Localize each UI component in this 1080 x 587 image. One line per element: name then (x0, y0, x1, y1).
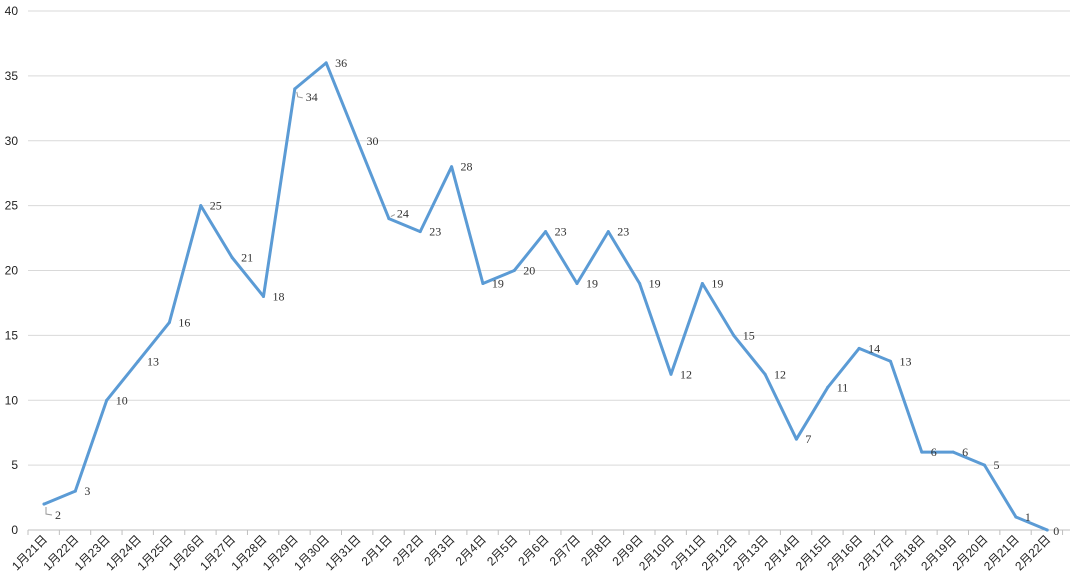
data-label-leader (45, 507, 53, 516)
data-point (1045, 528, 1049, 532)
data-label: 13 (147, 354, 159, 368)
data-label: 11 (837, 380, 849, 394)
data-label: 23 (617, 225, 629, 239)
y-tick-label: 25 (5, 199, 19, 213)
data-label: 28 (461, 160, 473, 174)
y-tick-label: 40 (5, 4, 19, 18)
data-label: 13 (899, 354, 911, 368)
x-tick-label: 2月2日 (390, 532, 426, 568)
data-point (136, 359, 140, 363)
x-tick-label: 2月3日 (421, 532, 457, 568)
x-tick-label: 2月1日 (359, 532, 395, 568)
y-tick-label: 10 (5, 393, 19, 407)
data-point (575, 281, 579, 285)
x-tick-label: 2月10日 (636, 532, 677, 573)
data-point (826, 385, 830, 389)
data-label-leader (390, 214, 396, 218)
data-label: 19 (586, 276, 598, 290)
data-point (669, 372, 673, 376)
data-label: 19 (492, 276, 504, 290)
y-tick-label: 35 (5, 69, 19, 83)
data-label: 12 (680, 367, 692, 381)
data-point (983, 463, 986, 467)
data-label: 0 (1053, 524, 1059, 538)
data-label: 10 (116, 393, 128, 407)
data-point (324, 61, 328, 65)
data-label: 18 (272, 289, 284, 303)
x-tick-label: 2月5日 (484, 532, 520, 568)
data-label: 6 (962, 445, 968, 459)
data-label: 5 (994, 458, 1000, 472)
data-point (951, 450, 955, 454)
y-tick-label: 15 (5, 328, 19, 342)
data-point (73, 489, 77, 493)
y-tick-label: 30 (5, 134, 19, 148)
series-line (42, 61, 1049, 532)
data-point (888, 359, 892, 363)
data-label: 12 (774, 367, 786, 381)
data-point (293, 87, 297, 91)
data-point (763, 372, 767, 376)
data-label: 24 (397, 207, 409, 221)
x-tick-label: 2月4日 (453, 532, 489, 568)
x-tick-label: 2月7日 (547, 532, 583, 568)
data-labels: 2310131625211834363024232819202319231912… (45, 56, 1059, 538)
y-tick-label: 20 (5, 264, 19, 278)
data-label: 3 (84, 484, 90, 498)
data-label: 19 (711, 276, 723, 290)
data-point (167, 320, 171, 324)
data-point (700, 281, 704, 285)
data-point (857, 346, 861, 350)
y-axis: 0 5 10 15 20 25 30 35 40 (5, 4, 19, 537)
data-label: 14 (868, 341, 880, 355)
data-point (512, 269, 516, 272)
x-tick-label: 2月8日 (578, 532, 614, 568)
data-point (450, 165, 454, 169)
data-point (105, 398, 109, 402)
data-label: 6 (931, 445, 937, 459)
data-label: 36 (335, 56, 347, 70)
data-label: 19 (649, 276, 661, 290)
data-point (42, 502, 46, 506)
data-point (230, 256, 234, 260)
y-tick-label: 5 (11, 458, 18, 472)
data-label: 23 (555, 225, 567, 239)
data-label: 25 (210, 199, 222, 213)
x-axis: 1月21日1月22日1月23日1月24日1月25日1月26日1月27日1月28日… (9, 529, 1070, 573)
data-point (481, 281, 485, 285)
data-point (387, 217, 391, 221)
series-line-group (42, 61, 1049, 532)
data-point (356, 139, 359, 143)
x-tick-label: 2月6日 (515, 532, 551, 568)
data-label: 16 (178, 315, 190, 329)
data-label: 34 (306, 90, 318, 104)
data-label: 30 (367, 134, 379, 148)
x-tick-label: 1月31日 (323, 532, 364, 573)
data-point (544, 230, 548, 234)
data-label: 2 (55, 508, 61, 522)
data-label-leader (296, 91, 303, 99)
data-point (606, 230, 610, 234)
data-label: 1 (1025, 510, 1031, 524)
data-point (732, 333, 736, 337)
data-label: 7 (805, 432, 811, 446)
data-label: 20 (523, 264, 535, 278)
y-tick-label: 0 (11, 523, 18, 537)
data-point (418, 230, 422, 234)
data-point (199, 204, 203, 208)
data-point (1014, 515, 1018, 519)
data-point (638, 281, 642, 285)
data-label: 23 (429, 225, 441, 239)
data-label: 21 (241, 251, 253, 265)
data-point (794, 437, 798, 441)
x-tick-label: 2月22日 (1012, 532, 1053, 573)
data-label: 15 (743, 328, 755, 342)
data-point (920, 450, 924, 454)
data-point (261, 294, 265, 298)
